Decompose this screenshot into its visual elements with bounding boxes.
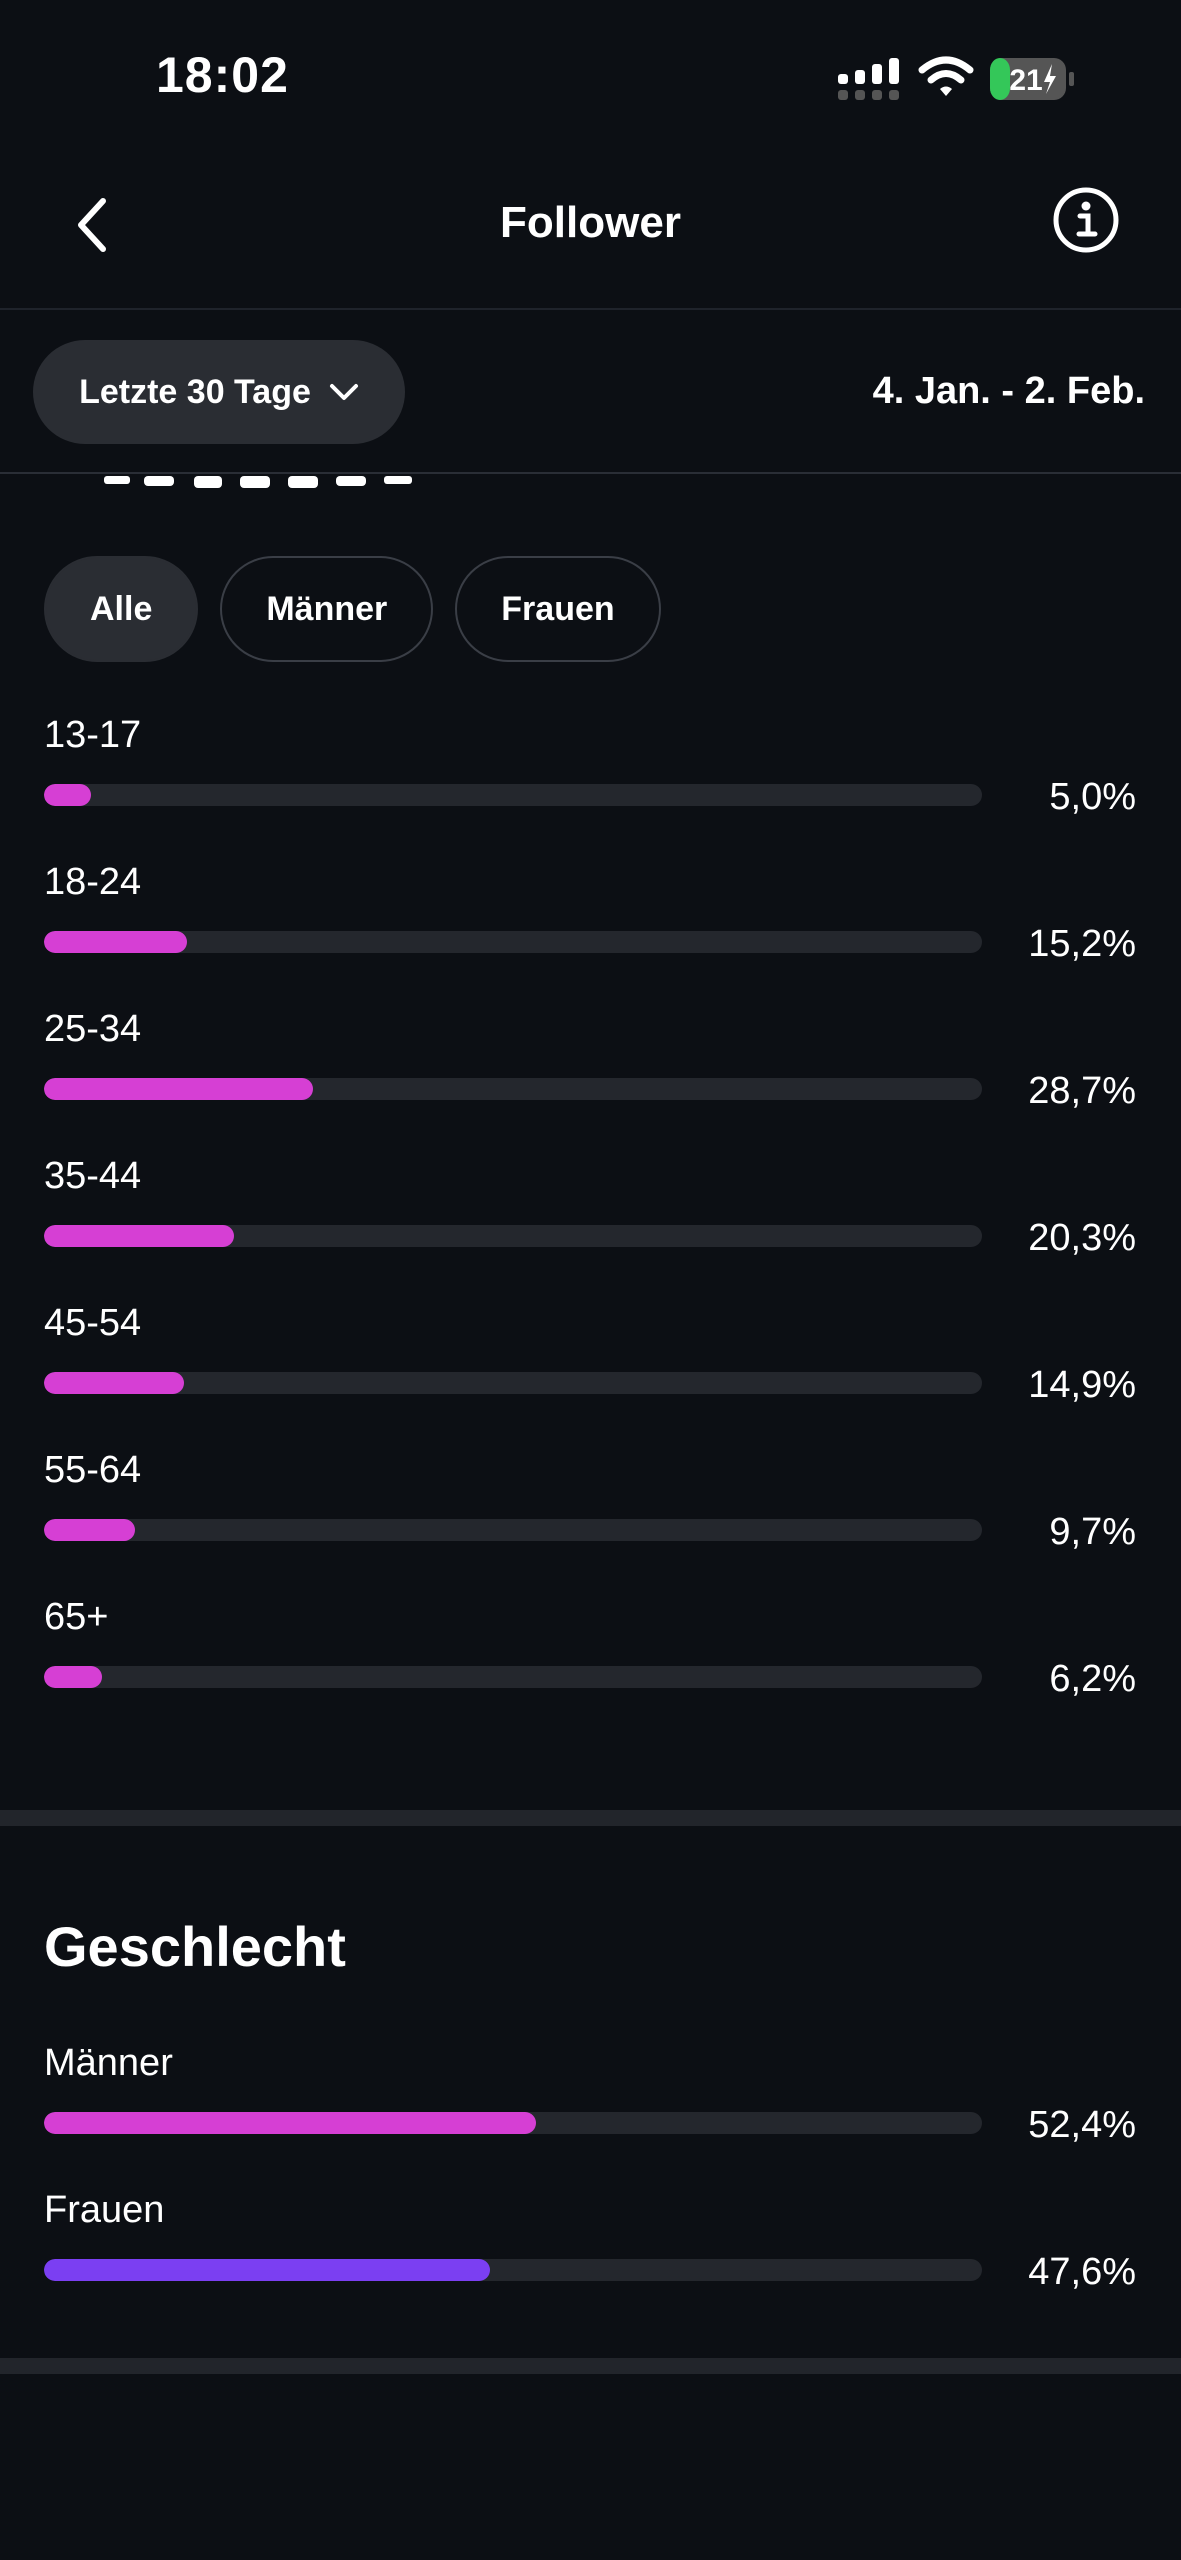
cellular-signal-icon xyxy=(838,58,899,100)
bar-fill xyxy=(44,1372,184,1394)
age-group-label: 13-17 xyxy=(44,714,142,756)
age-group-row: 45-54 14,9% xyxy=(44,1302,1136,1412)
date-range-text: 4. Jan. - 2. Feb. xyxy=(872,370,1145,412)
age-group-label: 35-44 xyxy=(44,1155,142,1197)
bar-track xyxy=(44,1225,982,1247)
age-group-label: 25-34 xyxy=(44,1008,142,1050)
age-group-value: 5,0% xyxy=(1049,776,1136,818)
bar-track xyxy=(44,784,982,806)
filter-bar: Letzte 30 Tage 4. Jan. - 2. Feb. xyxy=(0,312,1181,474)
age-group-value: 14,9% xyxy=(1028,1364,1136,1406)
age-group-label: 18-24 xyxy=(44,861,142,903)
bar-fill xyxy=(44,1078,314,1100)
status-bar: 18:02 21 xyxy=(0,0,1181,150)
gender-label: Frauen xyxy=(44,2189,165,2231)
chevron-down-icon xyxy=(329,384,358,400)
age-group-row: 25-34 28,7% xyxy=(44,1008,1136,1118)
age-group-row: 13-17 5,0% xyxy=(44,714,1136,824)
age-group-label: 45-54 xyxy=(44,1302,142,1344)
age-group-value: 9,7% xyxy=(1049,1511,1136,1553)
gender-label: Männer xyxy=(44,2042,173,2084)
bar-track xyxy=(44,1666,982,1688)
age-group-value: 20,3% xyxy=(1028,1217,1136,1259)
age-group-label: 65+ xyxy=(44,1596,109,1638)
bar-track xyxy=(44,2259,982,2281)
chevron-left-icon xyxy=(78,198,106,252)
age-group-value: 15,2% xyxy=(1028,923,1136,965)
date-range-dropdown-label: Letzte 30 Tage xyxy=(79,372,311,411)
status-time: 18:02 xyxy=(156,47,289,103)
date-range-dropdown[interactable]: Letzte 30 Tage xyxy=(33,340,405,444)
info-icon[interactable] xyxy=(1052,186,1120,254)
bar-fill xyxy=(44,1225,235,1247)
age-group-row: 18-24 15,2% xyxy=(44,861,1136,971)
bar-track xyxy=(44,1078,982,1100)
tab-alle[interactable]: Alle xyxy=(44,556,199,662)
age-group-row: 65+ 6,2% xyxy=(44,1596,1136,1706)
bar-fill xyxy=(44,2112,536,2134)
gender-row: Männer 52,4% xyxy=(44,2042,1136,2152)
tab-maenner-label: Männer xyxy=(266,589,388,628)
gender-row: Frauen 47,6% xyxy=(44,2189,1136,2299)
wifi-icon xyxy=(918,56,974,96)
tab-maenner[interactable]: Männer xyxy=(220,556,434,662)
age-group-row: 35-44 20,3% xyxy=(44,1155,1136,1265)
battery-level-text: 21 xyxy=(1009,64,1042,97)
bar-fill xyxy=(44,931,187,953)
bar-track xyxy=(44,1372,982,1394)
bar-fill xyxy=(44,1519,135,1541)
scrolled-section-heading xyxy=(44,476,444,490)
tab-frauen-label: Frauen xyxy=(501,589,615,628)
gender-value: 52,4% xyxy=(1028,2104,1136,2146)
bar-fill xyxy=(44,2259,491,2281)
bar-fill xyxy=(44,1666,103,1688)
tab-frauen[interactable]: Frauen xyxy=(455,556,661,662)
bar-track xyxy=(44,1519,982,1541)
section-divider xyxy=(0,2358,1181,2374)
bar-track xyxy=(44,931,982,953)
age-group-row: 55-64 9,7% xyxy=(44,1449,1136,1559)
audience-segment-tabs: Alle Männer Frauen xyxy=(44,556,661,662)
page-title: Follower xyxy=(500,198,681,247)
gender-section-title: Geschlecht xyxy=(44,1915,346,1978)
bar-fill xyxy=(44,784,91,806)
bar-track xyxy=(44,2112,982,2134)
gender-value: 47,6% xyxy=(1028,2251,1136,2293)
age-group-value: 6,2% xyxy=(1049,1658,1136,1700)
tab-alle-label: Alle xyxy=(90,589,153,628)
battery-icon: 21 xyxy=(990,58,1074,100)
navigation-bar: Follower xyxy=(0,150,1181,310)
age-group-value: 28,7% xyxy=(1028,1070,1136,1112)
section-divider xyxy=(0,1810,1181,1826)
back-button[interactable] xyxy=(62,190,122,260)
age-group-label: 55-64 xyxy=(44,1449,142,1491)
